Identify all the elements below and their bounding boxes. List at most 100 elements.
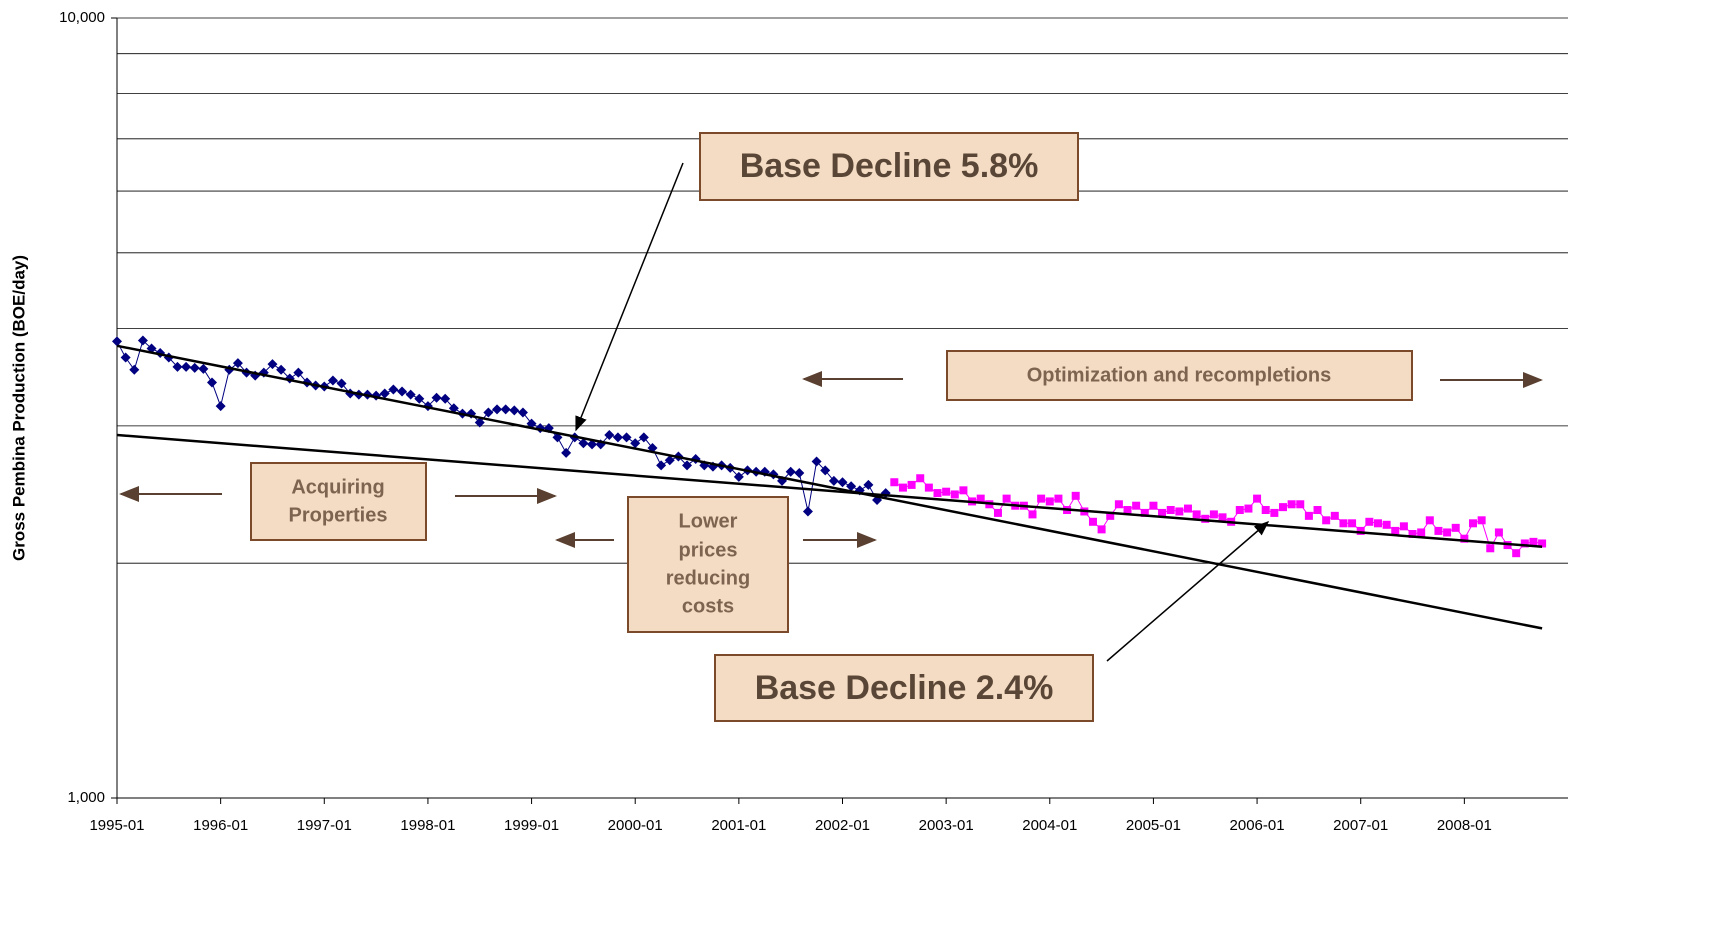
point	[1512, 549, 1521, 558]
point	[621, 432, 632, 443]
point	[431, 392, 442, 403]
x-tick-label: 1999-01	[504, 817, 559, 834]
point	[1028, 510, 1037, 519]
point	[1538, 539, 1547, 548]
point	[1408, 530, 1417, 539]
annotation: Base Decline 5.8%	[740, 147, 1039, 185]
point	[1382, 520, 1391, 529]
point	[137, 335, 148, 346]
annotation-box	[699, 132, 1079, 201]
annotation-line: costs	[682, 595, 734, 617]
annotation-box	[714, 654, 1094, 722]
pointer-arrow	[575, 162, 684, 432]
point	[664, 455, 675, 466]
y-tick-label: 1,000	[67, 789, 105, 806]
point	[846, 481, 857, 492]
point	[1201, 514, 1210, 523]
y-tick-label: 10,000	[59, 9, 105, 26]
point	[198, 363, 209, 374]
point	[820, 465, 831, 476]
point	[794, 468, 805, 479]
point	[414, 393, 425, 404]
point	[802, 506, 813, 517]
point	[656, 460, 667, 471]
point	[1339, 519, 1348, 528]
point	[1166, 506, 1175, 515]
point	[232, 358, 243, 369]
x-tick-label: 2007-01	[1333, 817, 1388, 834]
point	[1399, 522, 1408, 531]
point	[1071, 491, 1080, 500]
point	[492, 404, 503, 415]
point	[517, 407, 528, 418]
point	[1270, 508, 1279, 517]
point	[1158, 508, 1167, 517]
point	[1192, 510, 1201, 519]
x-tick-label: 2005-01	[1126, 817, 1181, 834]
point	[1313, 506, 1322, 515]
point	[1123, 506, 1132, 515]
point	[1304, 511, 1313, 520]
annotation-line: Lower	[679, 510, 738, 532]
point	[1140, 508, 1149, 517]
x-tick-label: 2006-01	[1230, 817, 1285, 834]
point	[1460, 534, 1469, 543]
point	[811, 456, 822, 467]
point	[440, 393, 451, 404]
point	[1330, 511, 1339, 520]
point	[207, 377, 218, 388]
annotation-line: prices	[679, 539, 738, 561]
point	[474, 417, 485, 428]
point	[837, 477, 848, 488]
point	[587, 439, 598, 450]
point	[1175, 507, 1184, 516]
x-tick-label: 1995-01	[89, 817, 144, 834]
point	[448, 403, 459, 414]
point	[172, 361, 183, 372]
point	[1348, 519, 1357, 528]
annotation: Optimization and recompletions	[1027, 364, 1331, 386]
point	[1218, 513, 1227, 522]
point	[1373, 519, 1382, 528]
point	[1278, 503, 1287, 512]
point	[1235, 506, 1244, 515]
point	[1132, 501, 1141, 510]
point	[1322, 516, 1331, 525]
point	[1417, 528, 1426, 537]
point	[129, 364, 140, 375]
x-tick-label: 2000-01	[608, 817, 663, 834]
point	[1529, 537, 1538, 546]
annotation-box	[946, 350, 1413, 401]
point	[336, 378, 347, 389]
point	[604, 430, 615, 441]
point	[916, 474, 925, 483]
point	[890, 478, 899, 487]
point	[1365, 517, 1374, 526]
x-tick-label: 1996-01	[193, 817, 248, 834]
x-tick-label: 1998-01	[400, 817, 455, 834]
trend-line	[116, 433, 1543, 548]
point	[993, 508, 1002, 517]
point	[1296, 500, 1305, 509]
point	[630, 438, 641, 449]
point	[942, 487, 951, 496]
point	[397, 386, 408, 397]
point	[1244, 504, 1253, 513]
point	[1451, 523, 1460, 532]
point	[276, 364, 287, 375]
point	[1520, 539, 1529, 548]
x-tick-label: 2004-01	[1022, 817, 1077, 834]
point	[1002, 494, 1011, 503]
point	[959, 486, 968, 495]
point	[267, 359, 278, 370]
point	[1434, 526, 1443, 535]
point	[828, 475, 839, 486]
series-line	[894, 477, 1543, 554]
point	[1391, 526, 1400, 535]
point	[1149, 501, 1158, 510]
point	[1253, 494, 1262, 503]
point	[1468, 519, 1477, 528]
point	[1261, 506, 1270, 515]
point	[578, 438, 589, 449]
point	[933, 489, 942, 498]
